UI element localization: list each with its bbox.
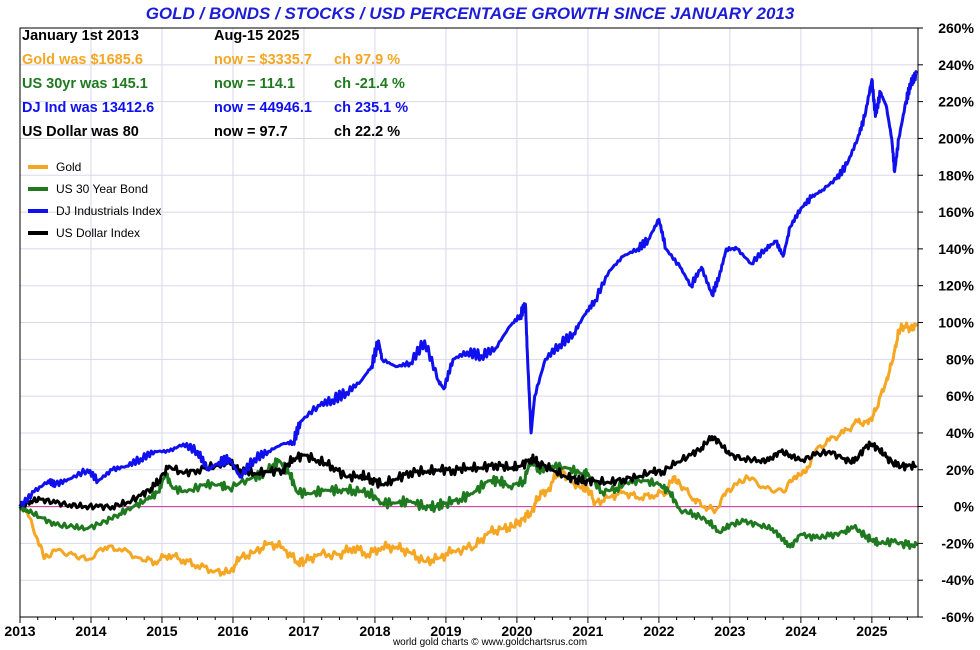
info-col2: Aug-15 2025 now = $3335.7 now = 114.1 no… xyxy=(214,28,312,148)
info-col1: January 1st 2013 Gold was $1685.6 US 30y… xyxy=(22,28,154,148)
legend-swatch-bond xyxy=(28,187,48,191)
info-bond-change: ch -21.4 % xyxy=(334,76,405,92)
y-tick-label: 180% xyxy=(938,167,974,183)
y-tick-label: -60% xyxy=(941,609,974,625)
y-tick-label: 220% xyxy=(938,94,974,110)
info-bond-was: US 30yr was 145.1 xyxy=(22,76,148,92)
y-tick-label: 20% xyxy=(946,462,975,478)
x-tick-label: 2025 xyxy=(856,623,887,639)
series-line-dj-industrials-index xyxy=(18,70,919,508)
info-gold-change: ch 97.9 % xyxy=(334,52,401,68)
info-gold-now: now = $3335.7 xyxy=(214,52,312,68)
info-usd-now: now = 97.7 xyxy=(214,124,288,140)
x-tick-label: 2021 xyxy=(572,623,603,639)
y-tick-label: 120% xyxy=(938,278,974,294)
x-tick-label: 2018 xyxy=(359,623,390,639)
series-line-us-dollar-index xyxy=(19,435,918,512)
series-line-us-30-year-bond xyxy=(18,455,919,550)
info-bond-now: now = 114.1 xyxy=(214,76,296,92)
y-tick-label: 80% xyxy=(946,351,975,367)
y-tick-label: -20% xyxy=(941,535,974,551)
x-tick-label: 2016 xyxy=(217,623,248,639)
info-dj-now: now = 44946.1 xyxy=(214,100,312,116)
grid-lines xyxy=(20,27,918,618)
plot-frame xyxy=(19,27,919,618)
info-col3: ch 97.9 % ch -21.4 % ch 235.1 % ch 22.2 … xyxy=(334,28,408,148)
x-tick-label: 2022 xyxy=(643,623,674,639)
x-tick-label: 2015 xyxy=(146,623,177,639)
y-tick-label: 60% xyxy=(946,388,975,404)
legend-swatch-usd xyxy=(28,231,48,235)
credit-text: world gold charts © www.goldchartsrus.co… xyxy=(392,637,588,648)
legend-label-bond: US 30 Year Bond xyxy=(56,182,149,196)
y-tick-label: 260% xyxy=(938,20,974,36)
info-blank xyxy=(334,28,408,52)
info-dj-change: ch 235.1 % xyxy=(334,100,409,116)
info-usd-was: US Dollar was 80 xyxy=(22,124,139,140)
legend-label-usd: US Dollar Index xyxy=(56,226,141,240)
series-layer xyxy=(18,70,919,577)
series-line-gold xyxy=(18,321,919,577)
info-gold-was: Gold was $1685.6 xyxy=(22,52,143,68)
legend-swatch-gold xyxy=(28,165,48,169)
info-end-date: Aug-15 2025 xyxy=(214,28,300,44)
x-tick-label: 2020 xyxy=(501,623,532,639)
x-tick-label: 2017 xyxy=(288,623,319,639)
chart-title: GOLD / BONDS / STOCKS / USD PERCENTAGE G… xyxy=(145,4,795,23)
x-tick-label: 2013 xyxy=(4,623,35,639)
legend-item-gold: Gold xyxy=(28,156,178,178)
legend-swatch-dj xyxy=(28,209,48,213)
y-tick-label: 240% xyxy=(938,57,974,73)
y-tick-label: 160% xyxy=(938,204,974,220)
legend-label-dj: DJ Industrials Index xyxy=(56,204,162,218)
legend-item-dj: DJ Industrials Index xyxy=(28,200,178,222)
x-tick-label: 2014 xyxy=(75,623,106,639)
y-tick-label: 100% xyxy=(938,315,974,331)
info-dj-was: DJ Ind was 13412.6 xyxy=(22,100,155,116)
x-tick-label: 2024 xyxy=(785,623,816,639)
legend: Gold US 30 Year Bond DJ Industrials Inde… xyxy=(28,156,178,244)
legend-item-bond: US 30 Year Bond xyxy=(28,178,178,200)
info-start-date: January 1st 2013 xyxy=(22,28,139,44)
y-tick-label: 0% xyxy=(954,499,975,515)
y-tick-label: 200% xyxy=(938,130,974,146)
y-tick-label: 140% xyxy=(938,241,974,257)
x-tick-label: 2019 xyxy=(430,623,461,639)
y-axis-ticks: 260% 240% 220% 200% 180% 160% 140% 120% 100% 80% 6… xyxy=(918,20,975,625)
x-axis-ticks: 2013 2014 2015 2016 2017 2018 2019 2020 2021 2022… xyxy=(4,617,908,639)
y-tick-label: 40% xyxy=(946,425,975,441)
info-usd-change: ch 22.2 % xyxy=(334,124,401,140)
x-tick-label: 2023 xyxy=(714,623,745,639)
legend-item-usd: US Dollar Index xyxy=(28,222,178,244)
legend-label-gold: Gold xyxy=(56,160,82,174)
y-tick-label: -40% xyxy=(941,572,974,588)
